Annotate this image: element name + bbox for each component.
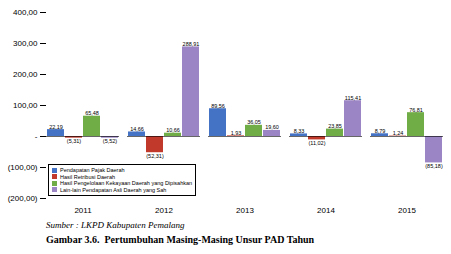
html-text:Hasil Pengelolaan Kekayaan Dae: Hasil Pengelolaan Kekayaan Daerah yang D…	[60, 180, 193, 186]
html-text:Lain-lain Pendapatan Asli Daer: Lain-lain Pendapatan Asli Daerah yang Sa…	[60, 186, 167, 193]
svg-text:14,66: 14,66	[130, 126, 144, 132]
svg-text:36,05: 36,05	[247, 119, 261, 125]
svg-text:2013: 2013	[236, 206, 254, 215]
svg-text:89,56: 89,56	[211, 103, 225, 109]
svg-text:200,00: 200,00	[13, 70, 38, 79]
svg-text:(85,18): (85,18)	[425, 163, 443, 169]
svg-text:100,00: 100,00	[13, 101, 38, 110]
svg-text:2014: 2014	[317, 206, 335, 215]
html-text:Gambar 3.6. Pertumbuhan Masing: Gambar 3.6. Pertumbuhan Masing-Masing Un…	[46, 234, 315, 245]
html-text:Sumber : LKPD Kabupaten Pemala: Sumber : LKPD Kabupaten Pemalang	[46, 220, 185, 230]
svg-text:-: -	[35, 132, 38, 141]
svg-text:76,81: 76,81	[409, 107, 423, 113]
svg-text:19,60: 19,60	[265, 124, 279, 130]
svg-text:400,00: 400,00	[13, 8, 38, 17]
svg-text:2015: 2015	[398, 206, 416, 215]
html-text:Hasil Retribusi Daerah: Hasil Retribusi Daerah	[60, 173, 115, 180]
svg-text:2012: 2012	[155, 206, 173, 215]
svg-text:65,48: 65,48	[85, 110, 99, 116]
svg-text:8,79: 8,79	[375, 128, 386, 134]
svg-text:8,33: 8,33	[294, 128, 305, 134]
svg-text:300,00: 300,00	[13, 39, 38, 48]
svg-text:(11,02): (11,02)	[308, 140, 325, 146]
svg-text:(5,52): (5,52)	[103, 138, 118, 144]
svg-text:23,85: 23,85	[328, 123, 342, 129]
svg-text:288,91: 288,91	[183, 41, 200, 47]
html-text:Pendapatan Pajak Daerah: Pendapatan Pajak Daerah	[60, 167, 125, 173]
svg-text:(200,00): (200,00)	[8, 194, 38, 203]
svg-text:22,19: 22,19	[49, 124, 63, 130]
svg-text:115,41: 115,41	[345, 95, 361, 101]
svg-text:1,93: 1,93	[231, 130, 242, 136]
svg-text:(52,31): (52,31)	[146, 153, 164, 159]
svg-text:10,66: 10,66	[166, 127, 180, 133]
svg-text:(100,00): (100,00)	[8, 163, 38, 172]
svg-text:1,24: 1,24	[393, 130, 404, 136]
svg-text:2011: 2011	[74, 206, 92, 215]
svg-text:(5,31): (5,31)	[67, 138, 82, 144]
